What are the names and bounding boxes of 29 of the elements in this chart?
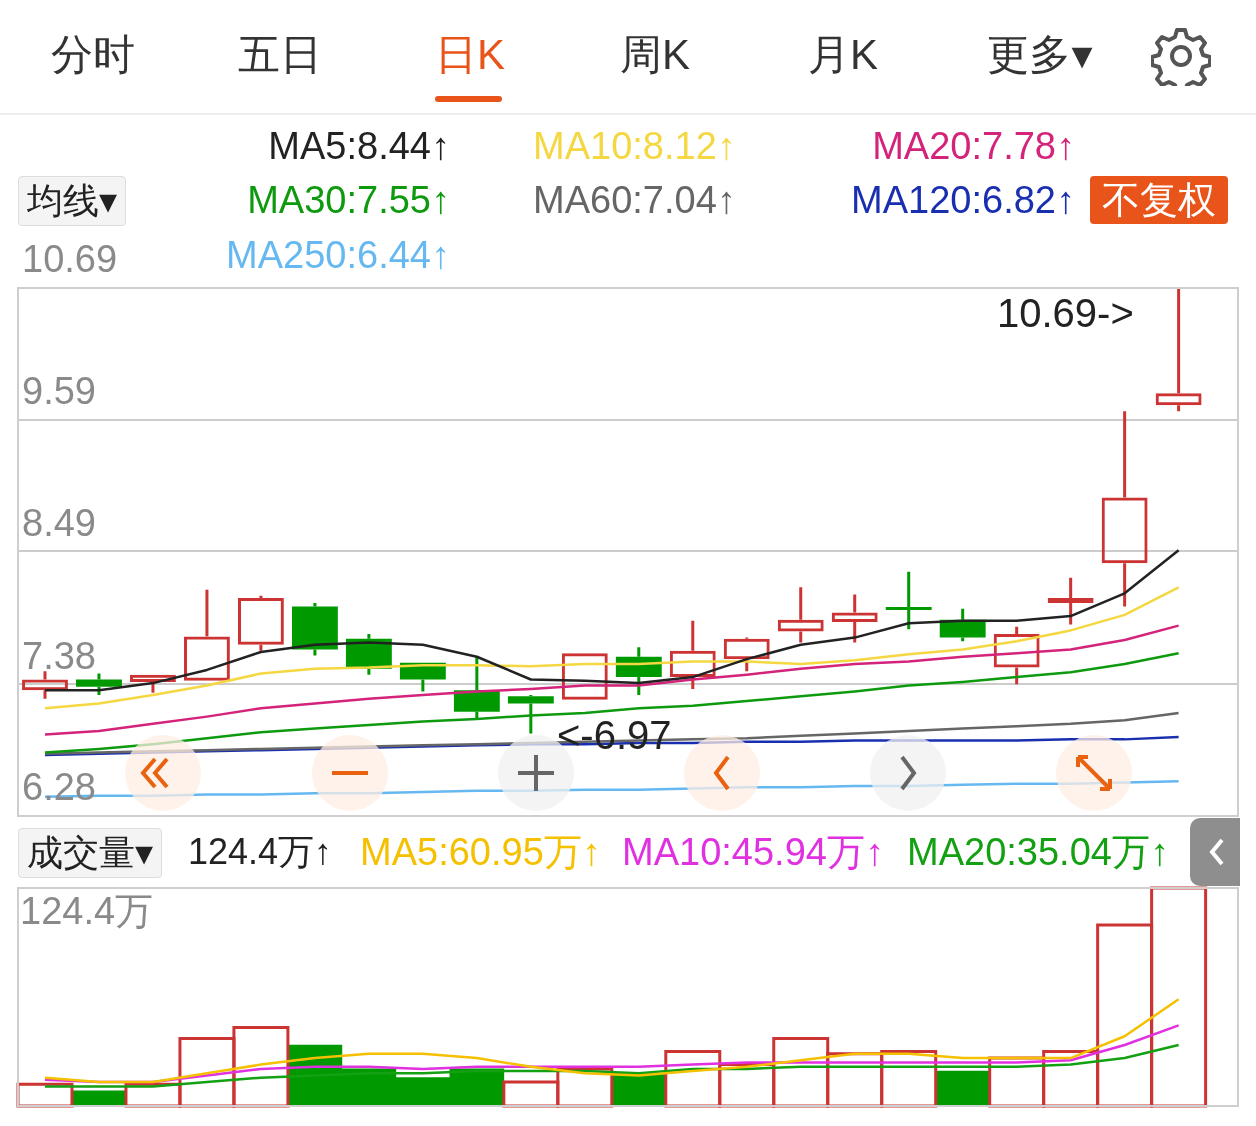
text: 周K bbox=[619, 31, 691, 78]
bar bbox=[935, 1070, 991, 1106]
text: 不复权 bbox=[1090, 176, 1228, 224]
text: 均线▾ bbox=[18, 176, 127, 226]
text: 五日 bbox=[238, 31, 322, 78]
text: MA120:6.82↑ bbox=[851, 179, 1075, 221]
y-tick-label: 7.38 bbox=[22, 634, 96, 677]
text: MA10:8.12↑ bbox=[533, 125, 736, 167]
y-tick-label: 10.69 bbox=[22, 238, 118, 281]
text: 更多▾ bbox=[987, 31, 1093, 78]
annotation: 10.69-> bbox=[997, 291, 1134, 335]
text: 成交量▾ bbox=[18, 828, 163, 878]
text: 月K bbox=[807, 31, 879, 78]
text: MA5:60.95万↑ bbox=[360, 831, 601, 873]
text: MA20:7.78↑ bbox=[872, 125, 1075, 167]
text: 分时 bbox=[51, 31, 135, 78]
text: 124.4万↑ bbox=[188, 831, 333, 872]
text: 日K bbox=[434, 31, 506, 78]
text: MA5:8.44↑ bbox=[268, 125, 450, 167]
text: MA250:6.44↑ bbox=[226, 234, 450, 276]
y-tick-label: 9.59 bbox=[22, 370, 96, 413]
text: MA20:35.04万↑ bbox=[907, 831, 1169, 873]
y-tick-label: 8.49 bbox=[22, 501, 96, 544]
annotation: 124.4万 bbox=[20, 890, 154, 932]
bar bbox=[16, 1082, 74, 1108]
text: MA60:7.04↑ bbox=[533, 179, 736, 221]
text: MA30:7.55↑ bbox=[247, 179, 450, 221]
bar bbox=[71, 1090, 127, 1106]
text: MA10:45.94万↑ bbox=[622, 831, 884, 873]
